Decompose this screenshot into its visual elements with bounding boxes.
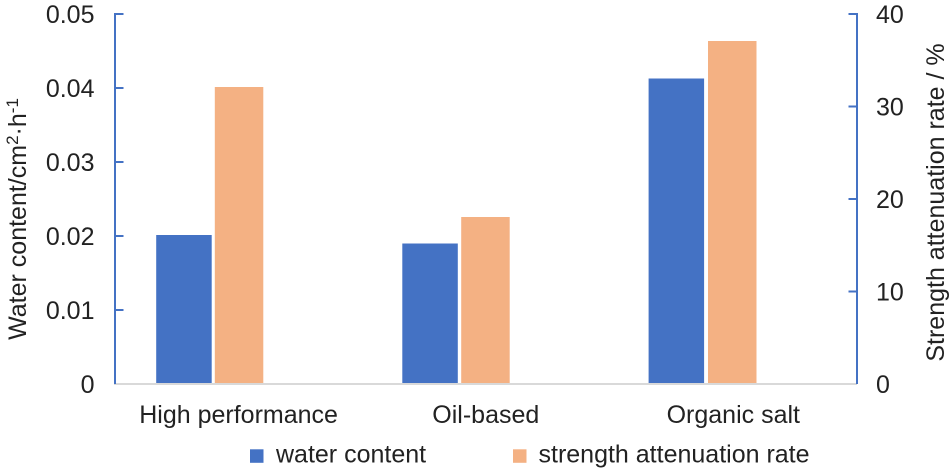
svg-text:0.03: 0.03 xyxy=(46,149,95,177)
svg-text:0.02: 0.02 xyxy=(46,223,95,251)
svg-text:strength attenuation rate: strength attenuation rate xyxy=(539,441,810,469)
svg-text:0.04: 0.04 xyxy=(46,75,95,103)
svg-text:0: 0 xyxy=(81,371,95,399)
svg-text:10: 10 xyxy=(876,279,904,307)
svg-text:0.01: 0.01 xyxy=(46,297,95,325)
svg-text:20: 20 xyxy=(876,186,904,214)
svg-text:Strength attenuation rate / %: Strength attenuation rate / % xyxy=(922,43,950,361)
svg-text:Oil-based: Oil-based xyxy=(432,401,539,429)
svg-text:Water content/cm2·h-1: Water content/cm2·h-1 xyxy=(3,98,32,340)
svg-text:30: 30 xyxy=(876,94,904,122)
svg-text:40: 40 xyxy=(876,1,904,29)
svg-text:0: 0 xyxy=(876,371,890,399)
svg-text:water content: water content xyxy=(275,441,426,469)
svg-text:High performance: High performance xyxy=(139,401,338,429)
svg-text:0.05: 0.05 xyxy=(46,1,95,29)
svg-text:Organic salt: Organic salt xyxy=(667,401,800,429)
